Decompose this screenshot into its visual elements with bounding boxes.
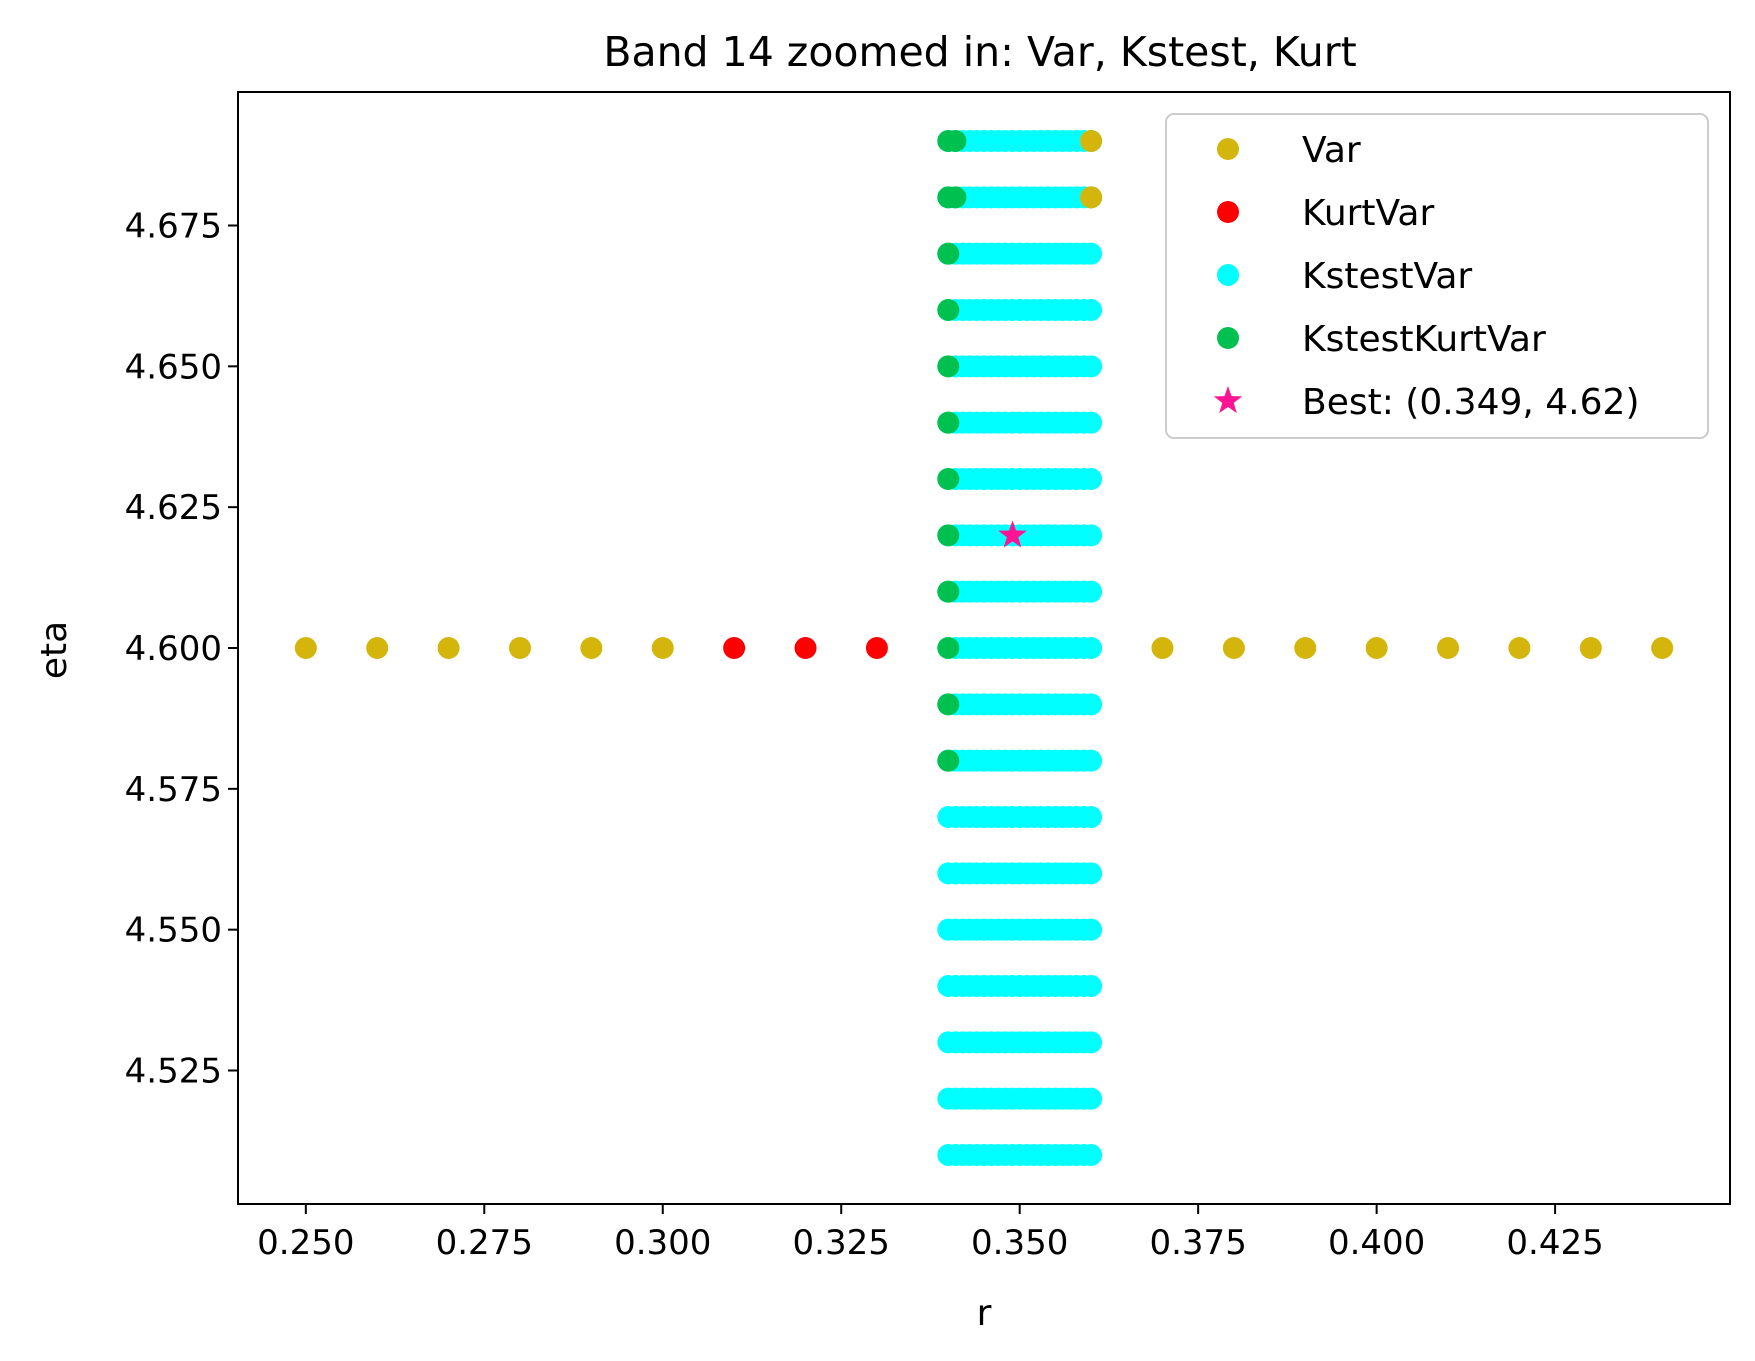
kstestvar-point bbox=[1080, 918, 1103, 941]
kstestkurtvar-point bbox=[937, 468, 960, 491]
legend-marker-var bbox=[1217, 138, 1239, 160]
x-tick-label: 0.275 bbox=[436, 1223, 533, 1263]
kstestvar-point bbox=[1080, 299, 1103, 322]
legend-marker-kstestkurtvar bbox=[1217, 327, 1239, 349]
kstestvar-point bbox=[1080, 637, 1103, 659]
x-tick-label: 0.375 bbox=[1149, 1223, 1246, 1263]
x-tick-label: 0.350 bbox=[971, 1223, 1068, 1263]
kstestkurtvar-point bbox=[937, 693, 960, 716]
x-tick-label: 0.325 bbox=[793, 1223, 890, 1263]
kurtvar-point bbox=[794, 637, 817, 659]
kstestvar-point bbox=[1080, 862, 1103, 885]
var-point bbox=[1294, 637, 1317, 659]
kstestvar-point bbox=[1080, 1087, 1103, 1110]
y-tick-label: 4.675 bbox=[125, 207, 222, 247]
var-point bbox=[1080, 186, 1103, 209]
var-point bbox=[437, 637, 460, 659]
var-point bbox=[1651, 637, 1674, 659]
legend-marker-kurtvar bbox=[1217, 201, 1239, 223]
kstestvar-point bbox=[1080, 411, 1103, 434]
kstestvar-point bbox=[1080, 468, 1103, 491]
y-tick-label: 4.625 bbox=[125, 488, 222, 528]
var-point bbox=[1151, 637, 1174, 659]
x-tick-label: 0.400 bbox=[1328, 1223, 1425, 1263]
kstestvar-point bbox=[1080, 974, 1103, 997]
legend-label: Best: (0.349, 4.62) bbox=[1302, 382, 1639, 423]
x-axis: 0.250 0.275 0.300 0.325 0.350 0.375 0.400 0.425 bbox=[257, 1204, 1604, 1263]
var-point bbox=[1080, 130, 1103, 153]
var-point bbox=[1437, 637, 1460, 659]
x-tick-label: 0.425 bbox=[1506, 1223, 1603, 1263]
kstestvar-point bbox=[1080, 524, 1103, 547]
y-tick-label: 4.575 bbox=[125, 770, 222, 810]
var-point bbox=[651, 637, 674, 659]
x-axis-label: r bbox=[977, 1293, 992, 1334]
legend-label: KurtVar bbox=[1302, 193, 1434, 234]
best-point bbox=[998, 520, 1027, 548]
kstestvar-point bbox=[1080, 693, 1103, 716]
kstestkurtvar-point bbox=[937, 524, 960, 547]
plot-area bbox=[237, 91, 1731, 1205]
var-point bbox=[508, 637, 531, 659]
var-point bbox=[580, 637, 603, 659]
kurtvar-point bbox=[865, 637, 888, 659]
kstestvar-point bbox=[1080, 242, 1103, 265]
kstestvar-point bbox=[1080, 805, 1103, 828]
chart-title: Band 14 zoomed in: Var, Kstest, Kurt bbox=[603, 28, 1356, 76]
kurtvar-point bbox=[723, 637, 746, 659]
y-tick-label: 4.525 bbox=[125, 1051, 222, 1091]
legend: Var KurtVar KstestVar KstestKurtVar Best: (0… bbox=[1165, 113, 1709, 439]
x-tick-label: 0.300 bbox=[614, 1223, 711, 1263]
y-tick-label: 4.600 bbox=[125, 629, 222, 669]
kstestkurtvar-point bbox=[937, 299, 960, 322]
kstestkurtvar-point bbox=[937, 580, 960, 603]
kstestvar-point bbox=[1080, 749, 1103, 772]
legend-marker-kstestvar bbox=[1217, 264, 1239, 286]
y-tick-label: 4.550 bbox=[125, 911, 222, 951]
kstestkurtvar-point bbox=[944, 186, 967, 209]
var-point bbox=[1222, 637, 1245, 659]
kstestkurtvar-point bbox=[944, 130, 967, 153]
var-point bbox=[294, 637, 317, 659]
var-point bbox=[1365, 637, 1388, 659]
var-point bbox=[1508, 637, 1531, 659]
y-tick-label: 4.650 bbox=[125, 347, 222, 387]
legend-label: KstestKurtVar bbox=[1302, 319, 1546, 360]
kstestkurtvar-point bbox=[937, 749, 960, 772]
var-point bbox=[366, 637, 389, 659]
kstestkurtvar-point bbox=[937, 242, 960, 265]
legend-box bbox=[1165, 113, 1709, 439]
kstestkurtvar-point bbox=[937, 411, 960, 434]
kstestkurtvar-point bbox=[937, 355, 960, 378]
legend-label: Var bbox=[1302, 130, 1361, 171]
legend-marker-best bbox=[1213, 386, 1243, 414]
kstestvar-point bbox=[1080, 580, 1103, 603]
x-tick-label: 0.250 bbox=[257, 1223, 354, 1263]
var-point bbox=[1579, 637, 1602, 659]
kstestvar-point bbox=[1080, 1031, 1103, 1054]
kstestkurtvar-point bbox=[937, 637, 960, 659]
kstestvar-point bbox=[1080, 1143, 1103, 1166]
y-axis-label: eta bbox=[34, 621, 75, 679]
legend-label: KstestVar bbox=[1302, 256, 1472, 297]
kstestvar-point bbox=[1080, 355, 1103, 378]
y-axis: 4.525 4.550 4.575 4.600 4.625 4.650 4.675 bbox=[125, 207, 238, 1091]
